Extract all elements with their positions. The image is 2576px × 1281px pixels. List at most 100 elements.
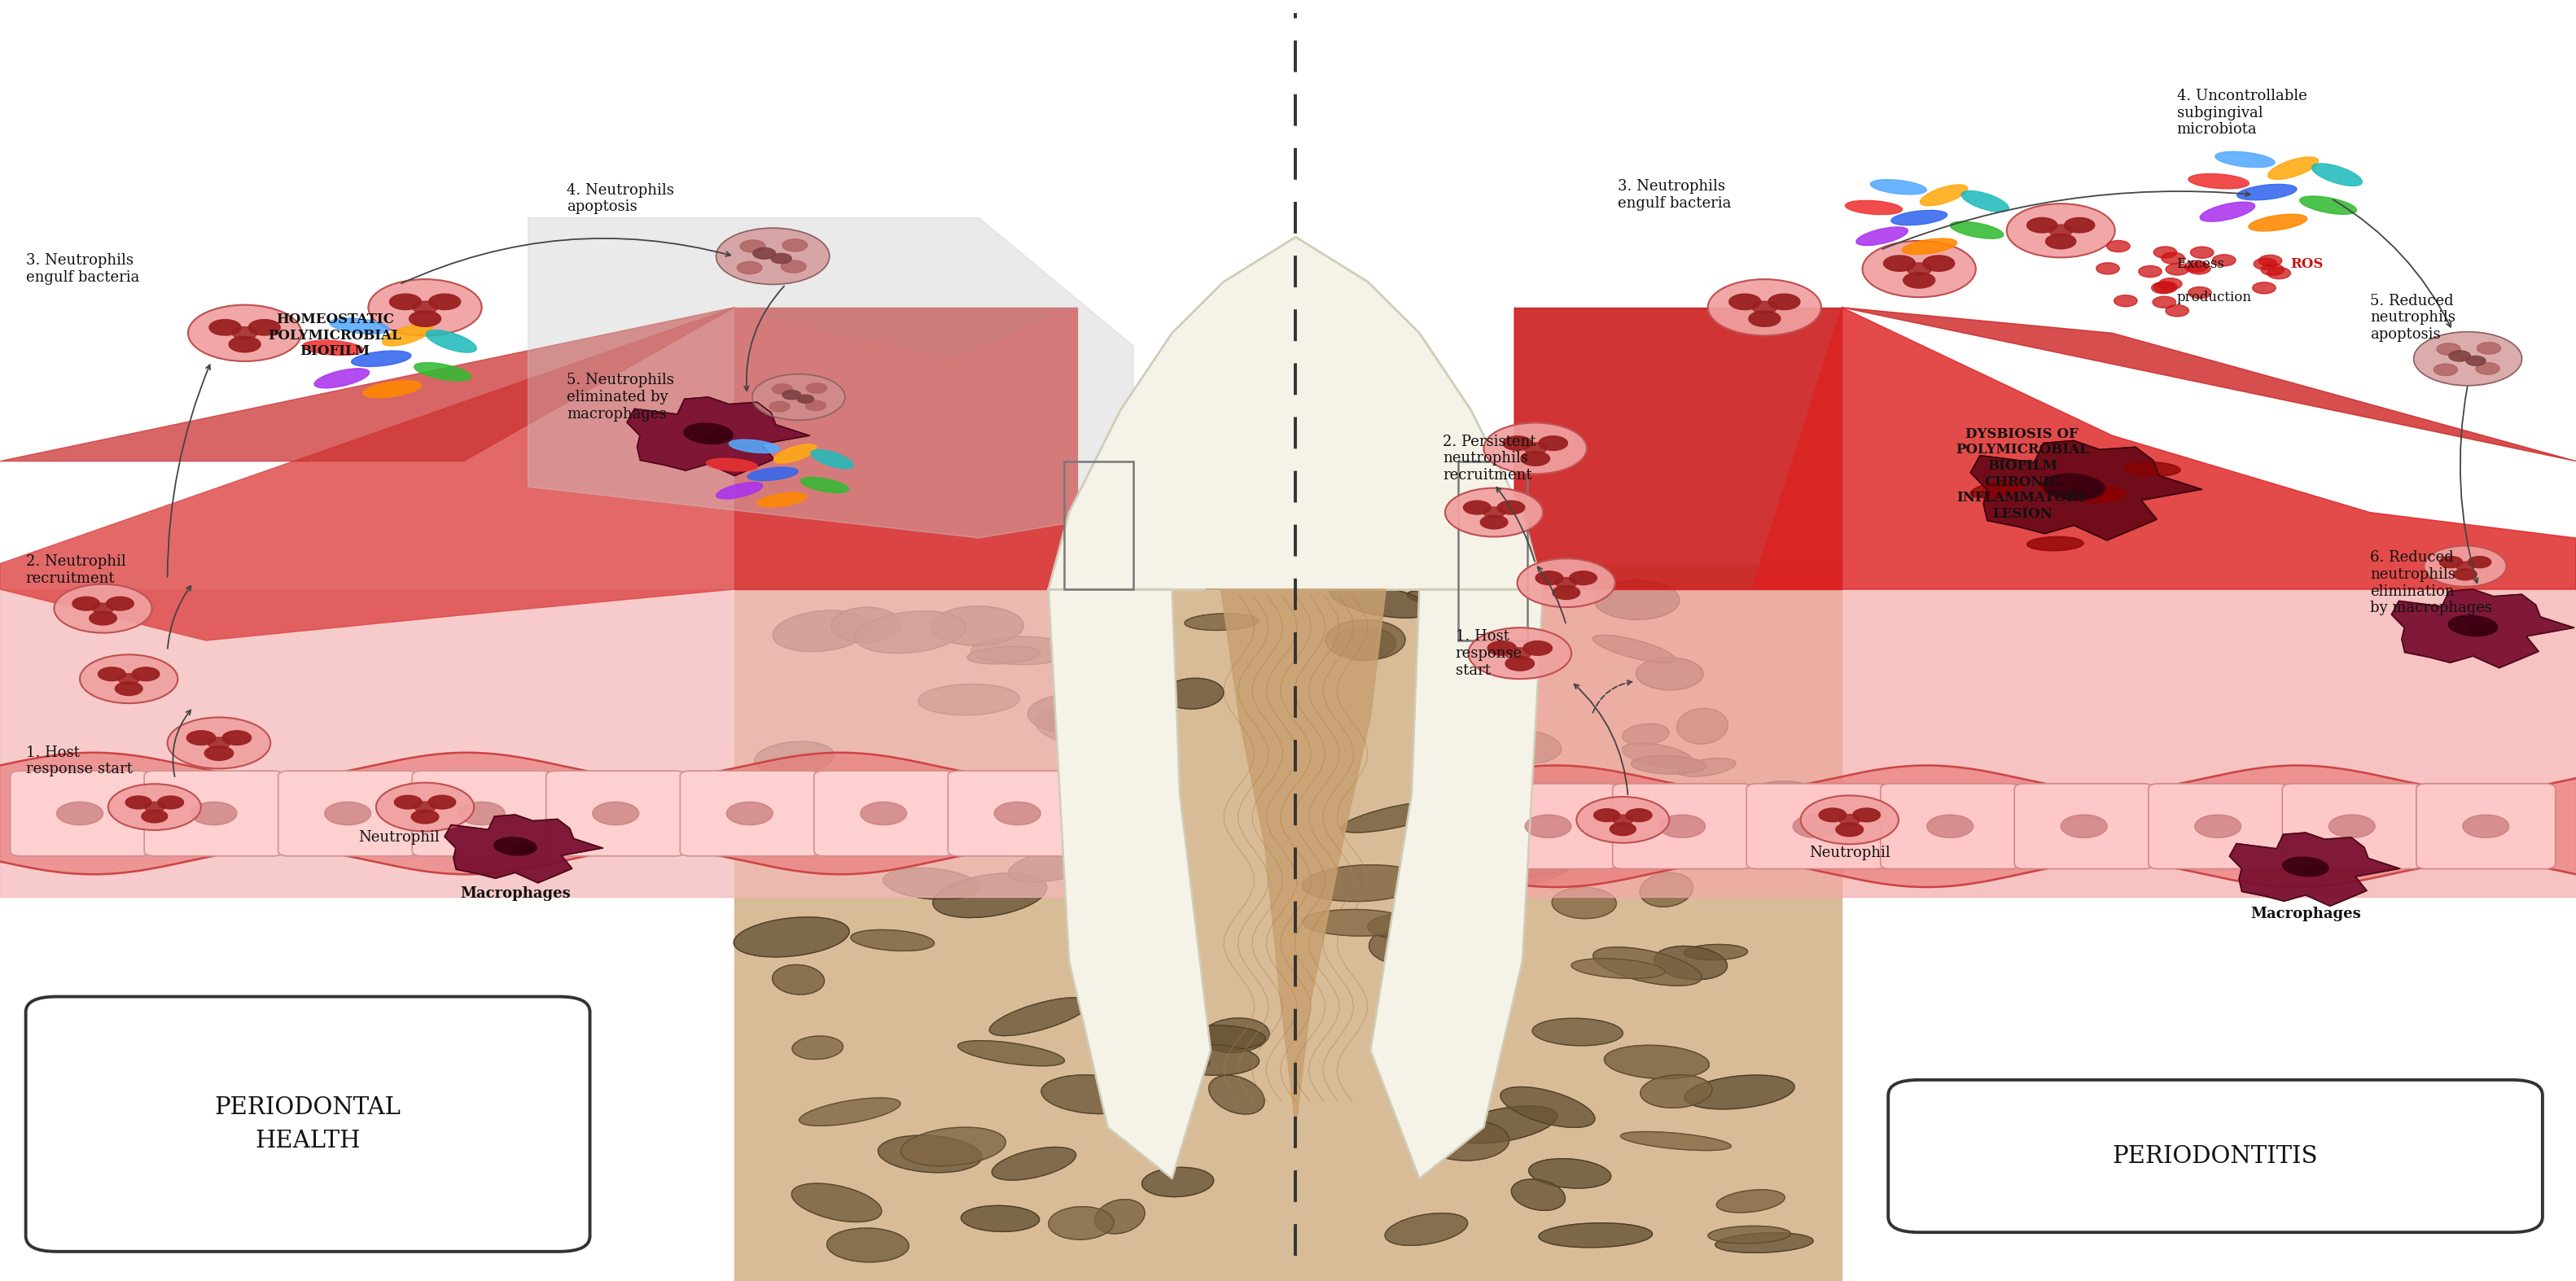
Circle shape (1556, 578, 1577, 588)
Circle shape (116, 681, 142, 696)
Ellipse shape (1857, 227, 1909, 246)
Circle shape (1504, 656, 1535, 671)
Circle shape (1767, 293, 1801, 310)
Ellipse shape (1870, 179, 1927, 195)
Polygon shape (0, 307, 1077, 640)
Circle shape (142, 810, 167, 822)
Ellipse shape (827, 1228, 909, 1262)
Ellipse shape (1167, 1045, 1260, 1075)
Circle shape (752, 374, 845, 420)
Ellipse shape (2303, 865, 2326, 876)
Text: 1. Host
response
start: 1. Host response start (1455, 629, 1522, 678)
Ellipse shape (1007, 844, 1113, 883)
FancyBboxPatch shape (10, 771, 149, 856)
Circle shape (108, 784, 201, 830)
Circle shape (1522, 640, 1553, 656)
FancyBboxPatch shape (1747, 784, 1886, 869)
Ellipse shape (2069, 484, 2102, 500)
Ellipse shape (1716, 1190, 1785, 1213)
Ellipse shape (1623, 724, 1669, 746)
Ellipse shape (773, 611, 871, 652)
Circle shape (1502, 436, 1533, 451)
Ellipse shape (2043, 474, 2105, 500)
Text: production: production (2177, 291, 2251, 304)
Circle shape (222, 730, 252, 746)
Circle shape (1595, 808, 1620, 821)
Ellipse shape (757, 493, 806, 507)
Circle shape (1486, 640, 1517, 656)
Circle shape (118, 674, 139, 684)
Circle shape (1728, 293, 1762, 310)
Ellipse shape (1084, 630, 1157, 657)
Circle shape (592, 802, 639, 825)
Ellipse shape (801, 478, 850, 493)
Circle shape (1793, 815, 1839, 838)
Text: HOMEOSTATIC
POLYMICROBIAL
BIOFILM: HOMEOSTATIC POLYMICROBIAL BIOFILM (268, 313, 402, 359)
Ellipse shape (1631, 756, 1705, 774)
Circle shape (415, 802, 435, 812)
Circle shape (773, 384, 793, 395)
Circle shape (232, 327, 258, 339)
Circle shape (1484, 423, 1587, 474)
Ellipse shape (304, 341, 363, 355)
Polygon shape (2391, 589, 2573, 667)
Circle shape (1569, 571, 1597, 585)
Ellipse shape (971, 637, 1074, 665)
Circle shape (93, 603, 113, 614)
Ellipse shape (495, 838, 536, 856)
Ellipse shape (1641, 872, 1692, 907)
Ellipse shape (1327, 620, 1406, 660)
Circle shape (2154, 246, 2177, 257)
Ellipse shape (1492, 843, 1597, 877)
Ellipse shape (1036, 703, 1131, 744)
Ellipse shape (2040, 479, 2097, 494)
Ellipse shape (513, 844, 533, 854)
Polygon shape (1296, 564, 1842, 1281)
Circle shape (806, 383, 827, 393)
Text: 1. Host
response start: 1. Host response start (26, 746, 131, 776)
Ellipse shape (958, 1040, 1064, 1066)
Ellipse shape (1172, 1025, 1265, 1050)
Ellipse shape (1538, 1223, 1651, 1248)
Ellipse shape (1185, 614, 1260, 630)
Text: Excess: Excess (2177, 257, 2228, 270)
FancyBboxPatch shape (814, 771, 953, 856)
Ellipse shape (917, 684, 1020, 715)
Ellipse shape (930, 606, 1023, 646)
Polygon shape (1048, 237, 1543, 589)
Ellipse shape (1620, 1131, 1731, 1150)
Circle shape (459, 802, 505, 825)
Ellipse shape (1203, 1018, 1270, 1053)
FancyBboxPatch shape (26, 997, 590, 1252)
Ellipse shape (1028, 694, 1115, 734)
Circle shape (2161, 252, 2184, 264)
Ellipse shape (1499, 1086, 1595, 1127)
Circle shape (1445, 488, 1543, 537)
Ellipse shape (1512, 1179, 1566, 1211)
Circle shape (2187, 287, 2210, 298)
FancyBboxPatch shape (2282, 784, 2421, 869)
Polygon shape (1515, 589, 2576, 897)
Circle shape (2151, 282, 2174, 293)
Ellipse shape (1891, 210, 1947, 225)
Polygon shape (1206, 589, 1386, 1127)
Ellipse shape (1064, 620, 1128, 648)
Ellipse shape (706, 432, 732, 443)
Circle shape (2138, 265, 2161, 277)
Ellipse shape (2470, 624, 2496, 635)
Ellipse shape (791, 1184, 881, 1222)
Circle shape (2115, 295, 2138, 306)
Circle shape (144, 802, 165, 812)
Circle shape (80, 655, 178, 703)
Circle shape (98, 667, 126, 681)
Bar (1458, 461, 1528, 640)
Text: 6. Reduced
neutrophils
elimination
by macrophages: 6. Reduced neutrophils elimination by ma… (2370, 550, 2491, 616)
Circle shape (1752, 301, 1777, 314)
Circle shape (1819, 808, 1847, 822)
Circle shape (106, 597, 134, 611)
Ellipse shape (1430, 785, 1497, 820)
Circle shape (389, 293, 422, 310)
Ellipse shape (1654, 947, 1728, 980)
Circle shape (2424, 546, 2506, 587)
FancyBboxPatch shape (1613, 784, 1752, 869)
